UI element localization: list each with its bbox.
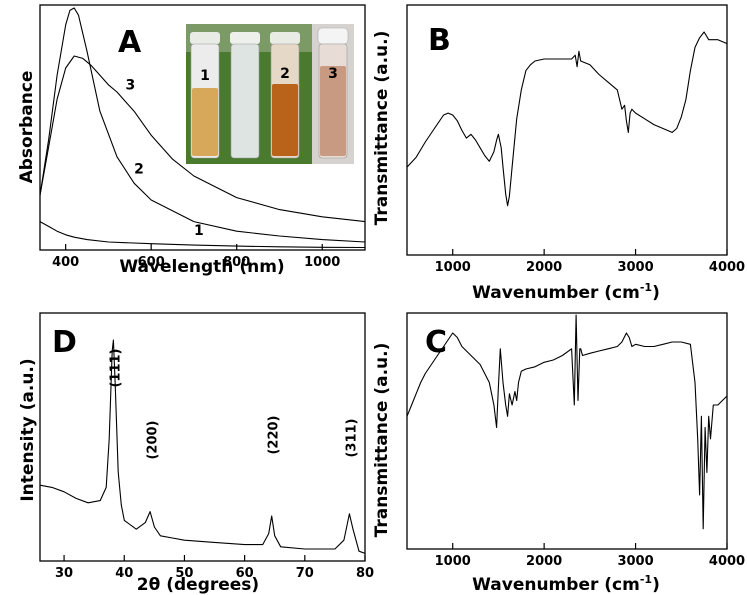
- panel-b-x-axis-title: Wavenumber (cm-1): [472, 281, 660, 303]
- panel-b-tick-label-4000: 4000: [709, 260, 745, 275]
- panel-d-tick-label-70: 70: [296, 566, 314, 581]
- panel-c-tick-label-1000: 1000: [435, 554, 471, 569]
- panel-d-ticks: 30 40 50 60 70 80: [55, 555, 374, 581]
- panel-b-letter: B: [428, 23, 451, 58]
- panel-b-curves: [406, 31, 728, 207]
- panel-d-tick-label-50: 50: [175, 566, 193, 581]
- panel-a-tick-label-800: 800: [223, 255, 250, 270]
- panel-d-curves: [39, 339, 366, 554]
- panel-b-x-title-main: Wavenumber (cm: [472, 283, 640, 303]
- panel-a-ticks: 400 600 800 1000: [52, 244, 340, 270]
- vial-1-liquid: [192, 88, 218, 156]
- peak-label-220: (220): [267, 415, 282, 454]
- panel-c-letter: C: [425, 325, 447, 360]
- panel-a-series-1: [39, 221, 366, 249]
- vial-3-cap: [317, 27, 349, 45]
- vial-3-liquid: [320, 66, 346, 156]
- panel-d-series-1: [39, 339, 366, 554]
- panel-d-y-axis-title: Intensity (a.u.): [18, 358, 38, 501]
- panel-a-tick-label-1000: 1000: [304, 255, 340, 270]
- panel-c-tick-label-4000: 4000: [709, 554, 745, 569]
- panel-d-tick-label-40: 40: [115, 566, 133, 581]
- panel-a-tick-label-400: 400: [52, 255, 79, 270]
- curve-label-3: 3: [126, 78, 136, 94]
- photo-label-2: 2: [280, 66, 290, 82]
- vial-clear-cap: [230, 32, 260, 44]
- panel-d-tick-label-30: 30: [55, 566, 73, 581]
- peak-label-111: (111): [108, 348, 123, 387]
- panel-c-x-axis-title: Wavenumber (cm-1): [472, 573, 660, 595]
- panel-c-ticks: 1000 2000 3000 4000: [435, 543, 745, 569]
- panel-b-ticks: 1000 2000 3000 4000: [435, 249, 745, 275]
- panel-c-x-title-close: ): [652, 575, 660, 595]
- vial-1-cap: [190, 32, 220, 44]
- panel-c-tick-label-2000: 2000: [526, 554, 562, 569]
- panel-c-y-axis-title: Transmittance (a.u.): [372, 343, 392, 538]
- panel-b-x-title-close: ): [652, 283, 660, 303]
- photo-label-3: 3: [328, 66, 338, 82]
- panel-a-x-axis-title: Wavelength (nm): [119, 257, 284, 277]
- vial-clear-glass: [230, 43, 260, 159]
- panel-b: 1000 2000 3000 4000 B Wavenumber (cm-1) Tra…: [372, 4, 745, 303]
- panel-b-y-axis-title: Transmittance (a.u.): [372, 31, 392, 226]
- panel-c: 1000 2000 3000 4000 C Wavenumber (cm-1) Tra…: [372, 312, 745, 595]
- panel-b-x-title-sup: -1: [640, 281, 652, 294]
- panel-c-frame: [406, 312, 728, 550]
- panel-a-letter: A: [118, 25, 142, 60]
- peak-label-200: (200): [146, 420, 161, 459]
- panel-a: 1 2 3 1 2 3 400 600 800 1000 A Wavelength (nm…: [17, 4, 366, 277]
- panel-a-frame: [39, 4, 366, 251]
- panel-d-x-axis-title: 2θ (degrees): [137, 575, 259, 595]
- panel-a-series-2: [39, 7, 366, 243]
- vial-2-cap: [270, 32, 300, 44]
- panel-d-letter: D: [52, 325, 77, 360]
- vial-2-liquid: [272, 84, 298, 156]
- peak-label-311: (311): [344, 418, 359, 457]
- curve-label-2: 2: [134, 162, 144, 178]
- panel-a-series-3: [39, 55, 366, 223]
- panel-d-tick-label-80: 80: [356, 566, 374, 581]
- panel-c-x-title-main: Wavenumber (cm: [472, 575, 640, 595]
- photo-label-1: 1: [200, 68, 210, 84]
- panel-c-x-title-sup: -1: [640, 573, 652, 586]
- panel-d-frame: [39, 312, 366, 562]
- panel-b-series-1: [406, 31, 728, 207]
- panel-d: 30 40 50 60 70 80 (111) (200) (220) (311) D 2θ (…: [18, 312, 374, 595]
- vial-photo-inset: 1 2 3: [186, 24, 354, 164]
- panel-d-peak-labels: (111) (200) (220) (311): [108, 348, 359, 459]
- panel-b-tick-label-3000: 3000: [617, 260, 653, 275]
- panel-b-tick-label-2000: 2000: [526, 260, 562, 275]
- panel-b-tick-label-1000: 1000: [435, 260, 471, 275]
- panel-d-tick-label-60: 60: [236, 566, 254, 581]
- panel-c-tick-label-3000: 3000: [617, 554, 653, 569]
- panel-c-curves: [406, 314, 728, 530]
- panel-a-curves: 1 2 3: [39, 7, 366, 249]
- curve-label-1: 1: [194, 223, 204, 239]
- panel-b-frame: [406, 4, 728, 256]
- panel-a-y-axis-title: Absorbance: [17, 71, 37, 184]
- panel-c-series-1: [406, 314, 728, 530]
- panel-a-tick-label-600: 600: [138, 255, 165, 270]
